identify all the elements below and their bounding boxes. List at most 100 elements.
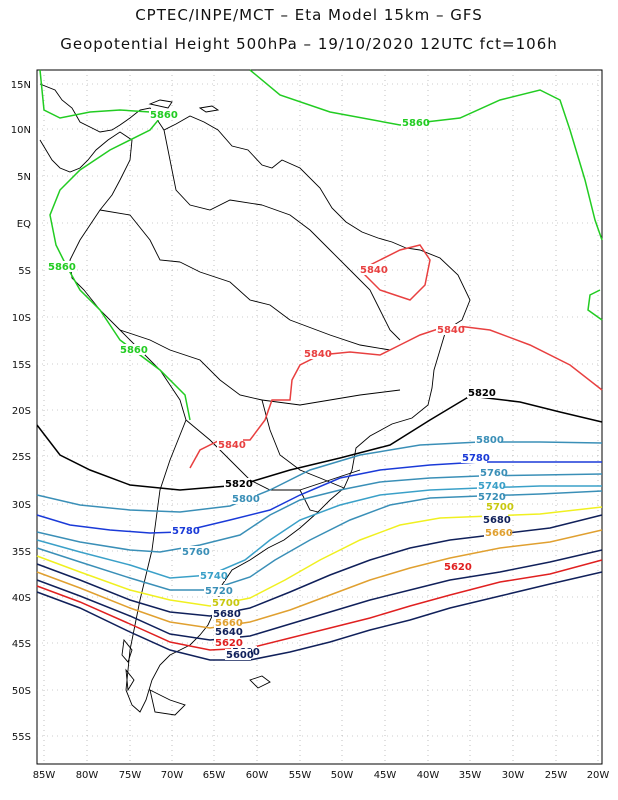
contour-label: 5780 [462,453,490,464]
lat-label: 45S [12,639,31,650]
contour-label-bg [214,626,240,637]
lat-label: 35S [12,547,31,558]
lon-label: 45W [374,770,397,781]
map-title-line1: CPTEC/INPE/MCT – Eta Model 15km – GFS [135,6,483,24]
contour-label: 5800 [232,494,260,505]
contour-label-bg [485,501,511,512]
contour-label-bg [303,348,329,359]
lat-label: EQ [17,219,31,230]
contour-label-bg [484,527,510,538]
map-title-line2: Geopotential Height 500hPa – 19/10/2020 … [60,35,558,53]
lat-label: 55S [12,732,31,743]
contour-label-bg [119,344,145,355]
contour-label: 5820 [225,479,253,490]
contour-label: 5760 [182,547,210,558]
contour-line-5860 [587,289,603,321]
contour-label-bg [217,439,243,450]
lat-label: 5N [17,172,31,183]
contour-label: 5840 [304,349,332,360]
contour-line-5640 [36,549,603,641]
lat-label: 25S [12,452,31,463]
contour-label-bg [475,434,501,445]
contour-label-bg [211,597,237,608]
lon-label: 85W [33,770,56,781]
contour-label-bg [171,525,197,536]
contour-label-bg [149,109,175,120]
contour-label: 5780 [172,526,200,537]
contour-label-bg [461,452,487,463]
contour-label: 5660 [485,528,513,539]
contour-label-bg [479,467,505,478]
lat-label: 10N [11,125,31,136]
contour-label: 5800 [476,435,504,446]
lon-label: 80W [76,770,99,781]
lon-label: 60W [246,770,269,781]
contour-label-bg [199,570,225,581]
lon-label: 50W [331,770,354,781]
contour-line-5620 [36,559,603,651]
contour-line-5660 [36,529,603,629]
contour-label: 5760 [480,468,508,479]
contour-label: 5860 [120,345,148,356]
contour-label-bg [204,585,230,596]
lon-label: 20W [587,770,610,781]
contour-label-bg [477,491,503,502]
contour-label: 5680 [213,609,241,620]
lat-label: 50S [12,686,31,697]
lat-label: 5S [18,266,31,277]
contour-label: 5860 [402,118,430,129]
contour-labels: 5860 5860 5860 5860 5840 5840 5840 5840 5820 5820… [47,109,514,661]
contour-label: 5860 [150,110,178,121]
contour-line-5800 [36,441,603,513]
contour-label: 5660 [215,618,243,629]
contour-label: 5680 [483,515,511,526]
contour-label: 5720 [478,492,506,503]
contour-label-bg [212,608,238,619]
contour-label: 5620 [444,562,472,573]
lat-label: 15N [11,80,31,91]
gridlines [37,70,602,764]
lat-label: 20S [12,406,31,417]
contour-label: 5740 [200,571,228,582]
contour-label: 5620 [215,638,243,649]
contour-line-5780 [36,461,602,534]
contour-label: 5640 [215,627,243,638]
contour-label-bg [482,514,508,525]
lon-label: 55W [289,770,312,781]
lon-label: 25W [545,770,568,781]
contour-label: 5720 [205,586,233,597]
contour-label: 5840 [218,440,246,451]
contour-label-bg [467,387,493,398]
lon-label: 40W [417,770,440,781]
contour-label-bg [436,324,462,335]
contour-label: 5840 [437,325,465,336]
contour-label-bg [359,264,385,275]
lat-label: 15S [12,360,31,371]
contour-label-bg [224,478,250,489]
lon-label: 35W [459,770,482,781]
longitude-labels: 85W 80W 75W 70W 65W 60W 55W 50W 45W 40W 35W 30W 25W 2… [33,770,610,781]
contour-label: 5820 [468,388,496,399]
contour-label: 5700 [486,502,514,513]
contour-line-5860 [249,69,603,241]
contour-label: 5860 [48,262,76,273]
lon-label: 30W [502,770,525,781]
contour-label-bg [477,480,503,491]
contour-label: 5600 [226,650,254,661]
contour-label-bg [225,649,251,660]
contour-line-5740 [36,485,602,579]
contour-label-bg [443,561,469,572]
contour-label-bg [181,546,207,557]
lon-label: 70W [161,770,184,781]
lat-label: 30S [12,500,31,511]
contour-label-bg [214,637,240,648]
contour-line-5760 [36,473,603,553]
lon-label: 65W [203,770,226,781]
lat-label: 40S [12,593,31,604]
contour-label-bg [401,117,427,128]
lat-label: 10S [12,313,31,324]
contour-line-5820 [36,395,603,491]
contour-line-5700 [36,506,603,607]
latitude-labels: 15N 10N 5N EQ 5S 10S 15S 20S 25S 30S 35S 40S 45S 50S 5… [11,80,31,743]
contour-line-5860 [39,69,191,421]
